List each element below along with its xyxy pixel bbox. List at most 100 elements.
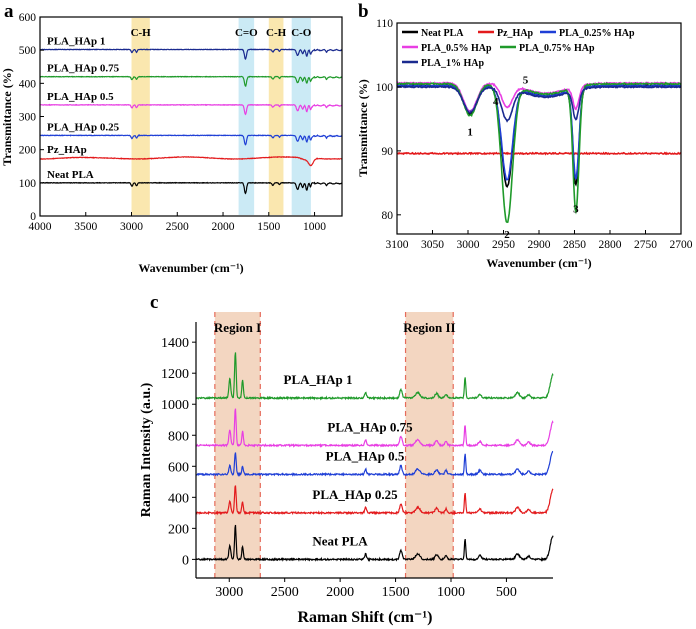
series-line-pla-0-25-hap — [396, 83, 682, 181]
y-tick-label-500: 500 — [19, 45, 37, 57]
panel-a-y-label: Transmittance (%) — [0, 68, 14, 165]
y-tick-label-0: 0 — [182, 553, 189, 568]
x-tick-label-4000: 4000 — [29, 221, 52, 233]
panel-b-y-label: Transmittance (%) — [356, 79, 370, 176]
series-line-neat-pla — [396, 83, 682, 189]
x-tick-label-3050: 3050 — [421, 239, 444, 251]
panel-b-frame — [396, 22, 682, 235]
peak-label-2: 2 — [504, 229, 510, 241]
x-tick-label-3000: 3000 — [457, 239, 480, 251]
y-tick-label-90: 90 — [382, 146, 394, 158]
panel-c-x-label: Raman Shift (cm⁻¹) — [297, 609, 432, 626]
series-line-pz-hap — [39, 155, 343, 167]
series-label-pla-hap-0-75: PLA_HAp 0.75 — [47, 63, 120, 75]
x-tick-label-2900: 2900 — [528, 239, 551, 251]
series-line-pz-hap — [396, 151, 682, 156]
x-tick-label-1500: 1500 — [257, 221, 280, 233]
series-label-neat-pla: Neat PLA — [47, 169, 94, 181]
x-tick-label-1000: 1000 — [437, 585, 465, 600]
band-c-o-1 — [238, 18, 255, 215]
panel-b-ftir-zoom-chart: 3100 3050 3000 2950 2900 2850 2800 2750 27008090… — [356, 18, 693, 270]
x-tick-label-3100: 3100 — [386, 239, 409, 251]
y-tick-label-1200: 1200 — [161, 367, 189, 382]
series-label-pla-hap-1: PLA_HAp 1 — [47, 36, 105, 48]
panel-c-y-label: Raman Intensity (a.u.) — [139, 382, 154, 517]
y-tick-label-600: 600 — [19, 12, 37, 24]
y-tick-label-100: 100 — [376, 82, 394, 94]
x-tick-label-3500: 3500 — [74, 221, 97, 233]
peak-label-3: 3 — [573, 203, 579, 215]
series-label-pla-hap-1: PLA_HAp 1 — [284, 372, 353, 387]
panel-b-x-label: Wavenumber (cm⁻¹) — [486, 256, 591, 270]
y-tick-label-600: 600 — [168, 460, 189, 475]
band-label-c-h-2: C-H — [266, 27, 287, 39]
series-line-pla-hap-0-25 — [39, 134, 343, 146]
legend-label-neat-pla: Neat PLA — [421, 28, 464, 39]
region-region-ii-label: Region II — [403, 320, 455, 335]
x-tick-label-2500: 2500 — [166, 221, 189, 233]
series-line-pla-hap-1 — [195, 352, 554, 401]
series-label-pla-hap-0-5: PLA_HAp 0.5 — [47, 91, 114, 103]
series-line-pla-hap-0-5 — [195, 450, 554, 478]
peak-label-1: 1 — [467, 127, 473, 139]
x-tick-label-2950: 2950 — [492, 239, 515, 251]
peak-label-4: 4 — [493, 96, 499, 108]
series-line-pla-0-75-hap — [396, 81, 682, 224]
legend-label-pz-hap: Pz_HAp — [497, 28, 534, 39]
y-tick-label-800: 800 — [168, 429, 189, 444]
y-tick-label-1000: 1000 — [161, 398, 189, 413]
series-line-pla-hap-0-25 — [195, 485, 554, 516]
x-tick-label-2850: 2850 — [563, 239, 586, 251]
peak-label-5: 5 — [523, 74, 529, 86]
series-line-pla-hap-0-5 — [39, 103, 343, 116]
y-tick-label-80: 80 — [382, 210, 394, 222]
series-line-pla-hap-0-75 — [195, 408, 554, 449]
y-tick-label-300: 300 — [19, 112, 37, 124]
legend-label-pla-1-hap: PLA_1% HAp — [421, 58, 485, 69]
legend-label-pla-0-75-hap: PLA_0.75% HAp — [519, 43, 595, 54]
panel-letter-b: b — [358, 1, 369, 22]
series-label-pz-hap: Pz_HAp — [47, 144, 87, 156]
y-tick-label-1400: 1400 — [161, 336, 189, 351]
series-line-neat-pla — [39, 181, 343, 195]
x-tick-label-2750: 2750 — [634, 239, 657, 251]
legend-label-pla-0-25-hap: PLA_0.25% HAp — [559, 28, 635, 39]
y-tick-label-200: 200 — [168, 522, 189, 537]
band-label-c-o-1: C=O — [235, 27, 258, 39]
x-tick-label-1500: 1500 — [382, 585, 410, 600]
band-label-c-h-0: C-H — [131, 27, 152, 39]
series-label-neat-pla: Neat PLA — [312, 533, 368, 548]
legend-label-pla-0-5-hap: PLA_0.5% HAp — [421, 43, 492, 54]
x-tick-label-2500: 2500 — [271, 585, 299, 600]
series-label-pla-hap-0-25: PLA_HAp 0.25 — [312, 487, 398, 502]
y-tick-label-200: 200 — [19, 145, 37, 157]
x-tick-label-3000: 3000 — [120, 221, 143, 233]
band-c-h-0 — [131, 18, 150, 215]
x-tick-label-500: 500 — [496, 585, 517, 600]
series-label-pla-hap-0-25: PLA_HAp 0.25 — [47, 121, 120, 133]
series-line-pla-1-hap — [396, 84, 682, 123]
panel-a-x-label: Wavenumber (cm⁻¹) — [138, 261, 243, 275]
series-label-pla-hap-0-5: PLA_HAp 0.5 — [326, 448, 405, 463]
panel-a-ftir-chart: C-H C=O C-H C-O Neat PLA Pz_HAp PLA_HAp 0.25 P… — [0, 12, 343, 275]
y-tick-label-400: 400 — [168, 491, 189, 506]
region-region-i-label: Region I — [214, 320, 261, 335]
band-c-h-2 — [268, 18, 284, 215]
panel-c-raman-chart: Region I Region II Neat PLA PLA_HAp 0.25 PL… — [139, 312, 554, 626]
series-line-pla-hap-0-75 — [39, 75, 343, 87]
panel-letter-c: c — [150, 292, 158, 313]
x-tick-label-2000: 2000 — [212, 221, 235, 233]
band-label-c-o-3: C-O — [291, 27, 312, 39]
series-label-pla-hap-0-75: PLA_HAp 0.75 — [327, 419, 413, 434]
panel-letter-a: a — [4, 1, 14, 22]
x-tick-label-2800: 2800 — [599, 239, 622, 251]
series-line-pla-hap-1 — [39, 48, 343, 60]
x-tick-label-2000: 2000 — [326, 585, 354, 600]
y-tick-label-110: 110 — [376, 18, 393, 30]
x-tick-label-2700: 2700 — [670, 239, 693, 251]
series-line-neat-pla — [195, 524, 554, 562]
y-tick-label-100: 100 — [19, 178, 37, 190]
y-tick-label-0: 0 — [30, 211, 36, 223]
y-tick-label-400: 400 — [19, 78, 37, 90]
